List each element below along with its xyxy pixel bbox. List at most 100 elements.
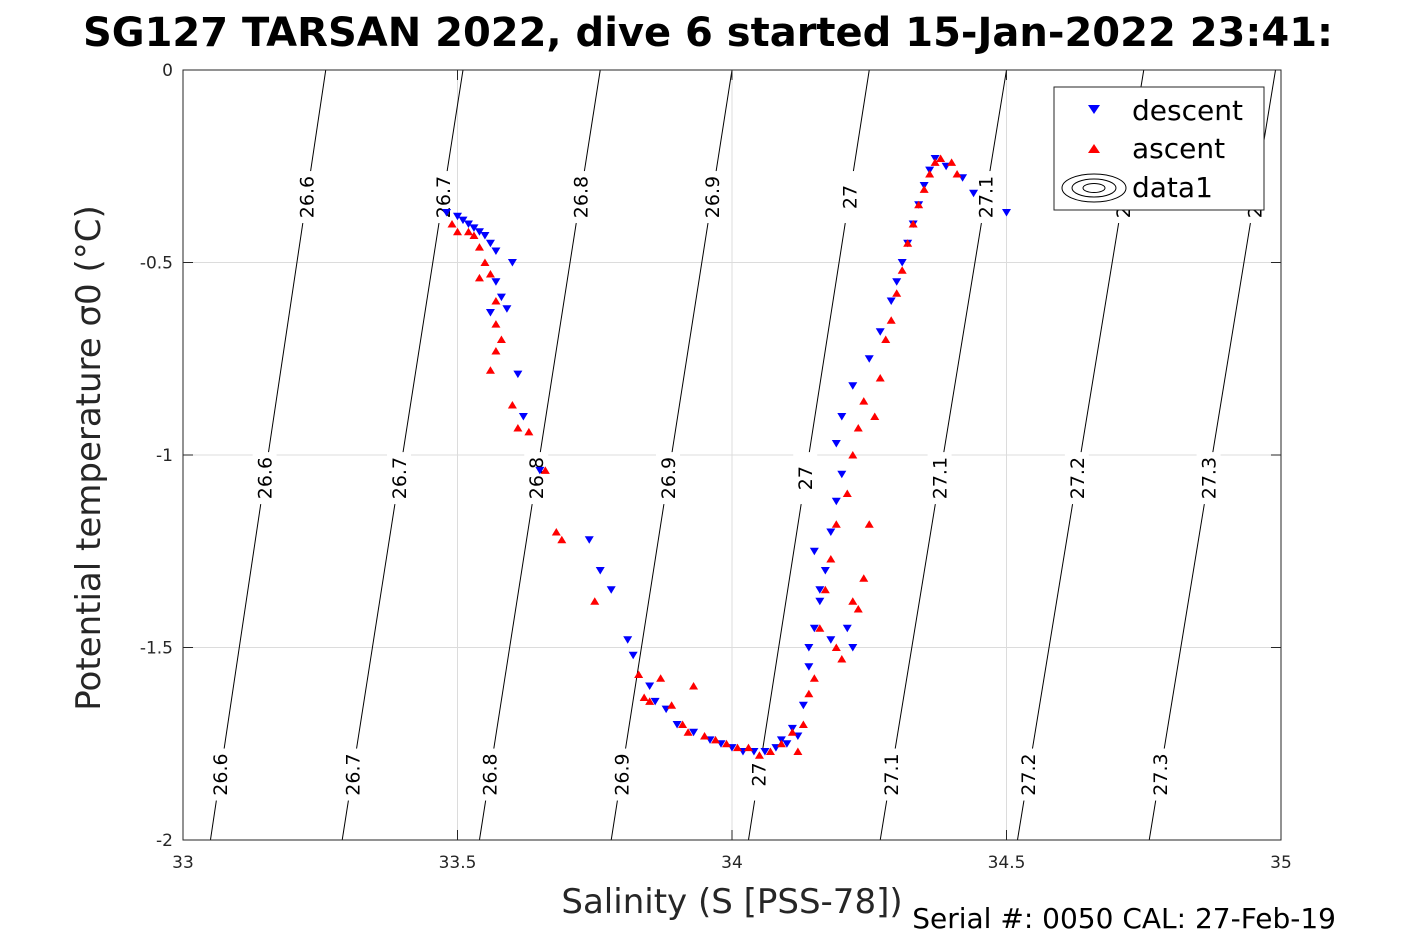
ascent-point (831, 643, 841, 651)
ascent-point (463, 227, 473, 236)
contour-label-bg (294, 171, 319, 224)
ascent-point (485, 270, 495, 278)
x-tick-label: 35 (1270, 853, 1292, 873)
contour-label: 27.1 (930, 457, 952, 499)
descent-point (815, 586, 825, 594)
descent-point (864, 355, 874, 363)
ascent-point (722, 739, 732, 748)
contour-label: 26.7 (433, 176, 455, 218)
descent-point (831, 439, 841, 448)
ascent-point (491, 347, 501, 355)
descent-point (595, 567, 605, 575)
descent-point (831, 497, 841, 506)
ascent-point (930, 158, 940, 166)
descent-point (689, 728, 699, 737)
descent-point (782, 740, 792, 748)
ascent-point (815, 624, 825, 632)
descent-point (837, 470, 847, 479)
ascent-point (754, 751, 764, 759)
ascent-point (667, 701, 677, 709)
legend-descent-label: descent (1132, 94, 1243, 127)
ascent-point (513, 424, 523, 432)
ascent-point (842, 489, 852, 497)
descent-point (892, 278, 902, 286)
contour-label-bg (1064, 452, 1089, 505)
ascent-point (656, 674, 666, 682)
ascent-point (837, 655, 847, 663)
contour-label-bg (793, 452, 818, 505)
legend: descent ascent data1 (1053, 86, 1265, 211)
ascent-point (689, 682, 699, 690)
ascent-point (936, 154, 946, 163)
contour-label: 27.3 (1150, 753, 1172, 795)
ascent-point (645, 697, 655, 705)
ascent-point (886, 316, 896, 324)
descent-point (442, 208, 452, 217)
legend-descent-marker (1088, 105, 1100, 114)
y-axis-label: Potential temperature σ0 (°C) (69, 205, 109, 711)
ascent-point (447, 220, 457, 228)
descent-point (886, 297, 896, 305)
descent-point (628, 651, 638, 660)
ascent-points (447, 154, 962, 759)
descent-point (606, 586, 616, 594)
ascent-point (491, 297, 501, 305)
ascent-point (469, 231, 479, 240)
ascent-point (557, 535, 567, 544)
ascent-point (914, 200, 924, 209)
legend-contour-icon (1061, 173, 1127, 203)
contour-label: 27.1 (976, 176, 998, 218)
serial-cal-footer: Serial #: 0050 CAL: 27-Feb-19 (912, 902, 1336, 935)
chart-title: SG127 TARSAN 2022, dive 6 started 15-Jan… (83, 10, 1333, 56)
contour-label-bg (655, 452, 680, 505)
contour-label: 26.9 (611, 753, 633, 795)
descent-point (815, 597, 825, 606)
legend-ascent-marker (1088, 144, 1100, 153)
descent-point (650, 697, 660, 706)
contour-label-bg (1196, 452, 1221, 505)
contour-label: 27 (749, 762, 771, 786)
ascent-point (831, 520, 841, 528)
ascent-point (952, 169, 962, 178)
ascent-point (809, 674, 819, 682)
legend-ascent-label: ascent (1132, 132, 1225, 165)
contour-label: 26.6 (297, 176, 319, 218)
ascent-point (474, 273, 484, 282)
contour-label: 26.6 (210, 753, 232, 795)
descent-point (809, 547, 819, 556)
contour-label: 27 (839, 185, 861, 209)
descent-point (1002, 208, 1011, 217)
descent-point (875, 328, 885, 336)
ascent-point (947, 158, 957, 166)
descent-point (809, 624, 819, 633)
descent-point (507, 259, 517, 267)
descent-point (485, 309, 495, 317)
descent-point (496, 293, 506, 302)
descent-point (645, 682, 655, 690)
ascent-point (491, 320, 501, 328)
descent-point (502, 305, 512, 313)
contour-label-bg (252, 452, 277, 505)
contour-label-bg (208, 748, 233, 801)
contour-label-bg (973, 171, 998, 224)
descent-point (491, 247, 501, 255)
ascent-point (590, 597, 600, 605)
ascent-point (793, 747, 803, 755)
contour-label: 27.2 (1067, 457, 1089, 499)
x-tick-label: 34.5 (988, 853, 1026, 873)
ascent-point (732, 743, 742, 752)
ascent-point (480, 258, 490, 266)
descent-point (474, 228, 484, 236)
ascent-point (925, 169, 935, 178)
y-tick-label: -1 (156, 446, 173, 466)
contour-label-bg (609, 748, 634, 801)
descent-point (672, 721, 682, 729)
descent-point (623, 636, 633, 644)
contour-label: 27.3 (1199, 457, 1221, 499)
x-tick-label: 33 (172, 853, 194, 873)
ascent-point (634, 670, 644, 678)
descent-point (842, 624, 852, 633)
ascent-point (496, 335, 506, 343)
descent-point (804, 644, 814, 652)
